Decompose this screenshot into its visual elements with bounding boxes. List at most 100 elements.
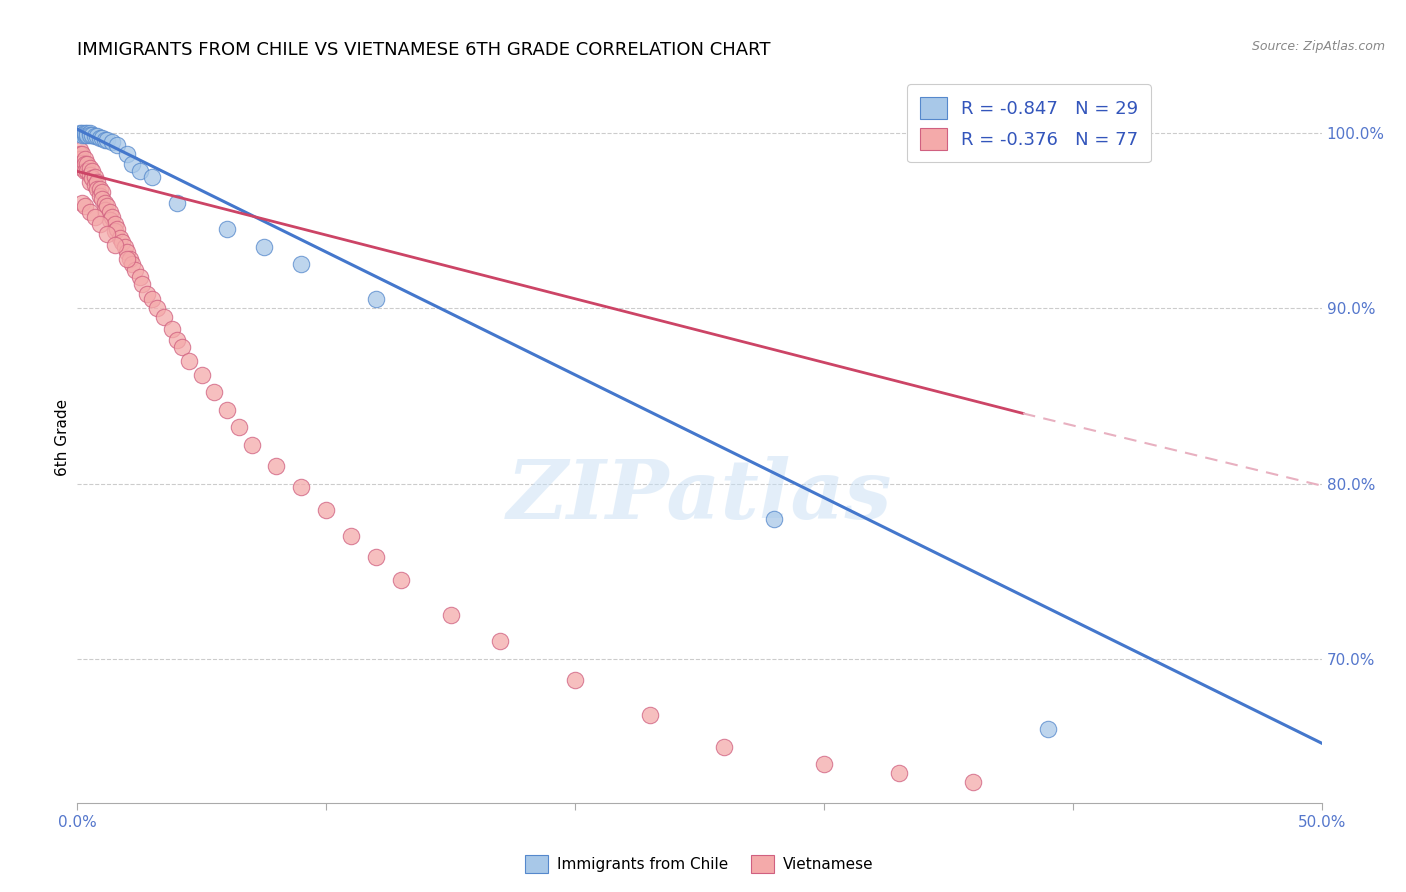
Point bbox=[111, 235, 134, 249]
Point bbox=[124, 262, 146, 277]
Point bbox=[93, 202, 115, 217]
Point bbox=[290, 480, 312, 494]
Point bbox=[72, 126, 94, 140]
Point bbox=[440, 608, 463, 623]
Point bbox=[202, 385, 225, 400]
Point bbox=[79, 168, 101, 182]
Point bbox=[131, 277, 153, 291]
Point bbox=[83, 210, 105, 224]
Point bbox=[76, 164, 98, 178]
Point bbox=[763, 511, 786, 525]
Legend: Immigrants from Chile, Vietnamese: Immigrants from Chile, Vietnamese bbox=[519, 848, 880, 880]
Point bbox=[104, 224, 127, 238]
Point bbox=[153, 310, 176, 324]
Point bbox=[73, 152, 96, 166]
Point bbox=[72, 195, 94, 210]
Point bbox=[73, 126, 96, 140]
Point bbox=[76, 157, 98, 171]
Point bbox=[1036, 722, 1059, 736]
Point bbox=[489, 634, 512, 648]
Point bbox=[146, 301, 169, 315]
Point bbox=[72, 128, 94, 142]
Point bbox=[253, 240, 276, 254]
Point bbox=[91, 131, 114, 145]
Point bbox=[101, 210, 124, 224]
Point bbox=[290, 257, 312, 271]
Point bbox=[115, 245, 138, 260]
Point bbox=[266, 458, 288, 473]
Point bbox=[364, 293, 387, 307]
Point bbox=[79, 204, 101, 219]
Point bbox=[82, 128, 104, 142]
Point bbox=[136, 287, 159, 301]
Point bbox=[73, 157, 96, 171]
Text: Source: ZipAtlas.com: Source: ZipAtlas.com bbox=[1251, 40, 1385, 54]
Point bbox=[564, 673, 586, 687]
Point bbox=[813, 757, 835, 772]
Point bbox=[91, 186, 114, 200]
Point bbox=[713, 739, 735, 754]
Text: IMMIGRANTS FROM CHILE VS VIETNAMESE 6TH GRADE CORRELATION CHART: IMMIGRANTS FROM CHILE VS VIETNAMESE 6TH … bbox=[77, 41, 770, 59]
Point bbox=[228, 420, 250, 434]
Point bbox=[170, 340, 193, 354]
Point bbox=[105, 138, 128, 153]
Point bbox=[121, 257, 143, 271]
Point bbox=[340, 529, 363, 543]
Text: ZIPatlas: ZIPatlas bbox=[506, 456, 893, 535]
Point bbox=[115, 252, 138, 266]
Point bbox=[98, 204, 121, 219]
Point bbox=[93, 195, 115, 210]
Point bbox=[962, 774, 984, 789]
Point bbox=[69, 152, 91, 166]
Point bbox=[69, 126, 91, 140]
Point bbox=[83, 169, 105, 184]
Point bbox=[72, 146, 94, 161]
Point bbox=[191, 368, 214, 382]
Point bbox=[89, 217, 111, 231]
Point bbox=[69, 143, 91, 157]
Point bbox=[115, 146, 138, 161]
Y-axis label: 6th Grade: 6th Grade bbox=[55, 399, 70, 475]
Point bbox=[160, 322, 183, 336]
Point bbox=[89, 182, 111, 196]
Point bbox=[128, 164, 150, 178]
Point bbox=[114, 240, 136, 254]
Point bbox=[76, 126, 98, 140]
Point bbox=[83, 178, 105, 193]
Point bbox=[86, 182, 108, 196]
Point bbox=[96, 227, 118, 242]
Point bbox=[105, 222, 128, 236]
Point bbox=[887, 766, 910, 780]
Point bbox=[93, 133, 115, 147]
Point bbox=[91, 193, 114, 207]
Point bbox=[96, 133, 118, 147]
Point bbox=[179, 353, 201, 368]
Point bbox=[73, 199, 96, 213]
Point bbox=[118, 252, 141, 266]
Point bbox=[141, 293, 163, 307]
Point bbox=[215, 222, 238, 236]
Point bbox=[79, 128, 101, 142]
Point bbox=[86, 129, 108, 144]
Point bbox=[89, 131, 111, 145]
Point bbox=[73, 164, 96, 178]
Point bbox=[104, 238, 127, 252]
Point bbox=[69, 146, 91, 161]
Point bbox=[166, 333, 188, 347]
Point bbox=[128, 269, 150, 284]
Point bbox=[79, 161, 101, 175]
Point bbox=[215, 403, 238, 417]
Point bbox=[166, 195, 188, 210]
Point bbox=[638, 708, 661, 723]
Point bbox=[240, 438, 263, 452]
Point bbox=[79, 126, 101, 140]
Point bbox=[104, 217, 127, 231]
Point bbox=[72, 161, 94, 175]
Point bbox=[72, 155, 94, 169]
Point bbox=[121, 157, 143, 171]
Point bbox=[98, 213, 121, 227]
Point bbox=[141, 169, 163, 184]
Point bbox=[315, 503, 337, 517]
Point bbox=[82, 164, 104, 178]
Point bbox=[389, 573, 412, 587]
